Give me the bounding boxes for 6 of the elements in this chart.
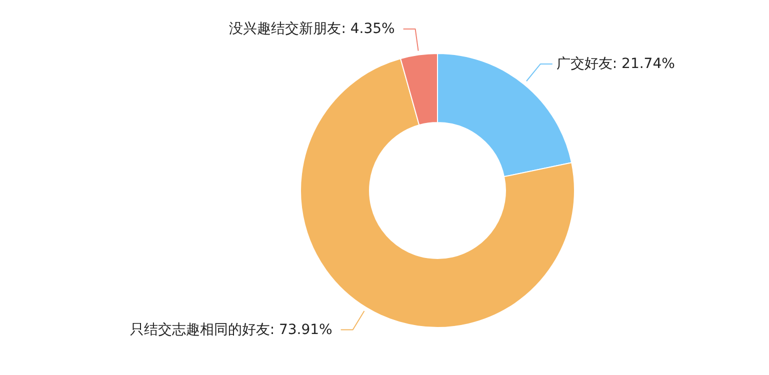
data-label: : 4.35% [341,21,395,38]
slice-label: 没兴趣结交新朋友 [229,21,342,38]
slice-label: 只结交志趣相同的好友 [130,322,270,338]
data-label: : 73.91% [270,322,332,338]
slice-label: 广交好友 [556,56,612,72]
data-label: : 21.74% [612,56,675,72]
